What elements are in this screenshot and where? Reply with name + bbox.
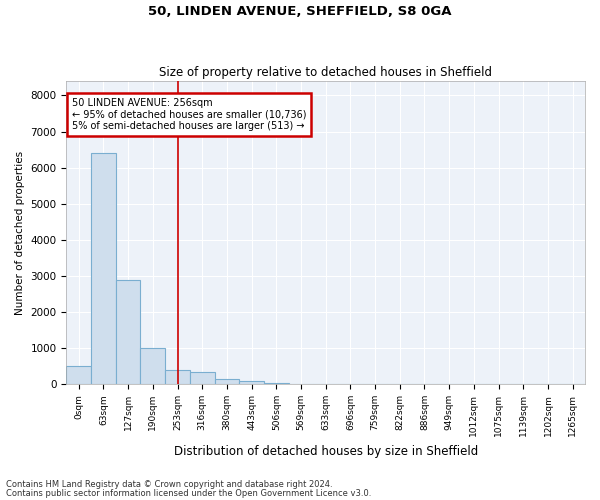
Title: Size of property relative to detached houses in Sheffield: Size of property relative to detached ho… [159,66,492,78]
Bar [116,280,140,384]
Text: Contains public sector information licensed under the Open Government Licence v3: Contains public sector information licen… [6,488,371,498]
Text: Contains HM Land Registry data © Crown copyright and database right 2024.: Contains HM Land Registry data © Crown c… [6,480,332,489]
Y-axis label: Number of detached properties: Number of detached properties [15,150,25,315]
Bar [264,382,289,384]
Bar [239,380,264,384]
Bar [215,379,239,384]
Bar [165,370,190,384]
Bar [140,348,165,385]
Text: 50, LINDEN AVENUE, SHEFFIELD, S8 0GA: 50, LINDEN AVENUE, SHEFFIELD, S8 0GA [148,5,452,18]
Bar [67,366,91,384]
Bar [91,154,116,384]
X-axis label: Distribution of detached houses by size in Sheffield: Distribution of detached houses by size … [173,444,478,458]
Text: 50 LINDEN AVENUE: 256sqm
← 95% of detached houses are smaller (10,736)
5% of sem: 50 LINDEN AVENUE: 256sqm ← 95% of detach… [71,98,306,131]
Bar [190,372,215,384]
